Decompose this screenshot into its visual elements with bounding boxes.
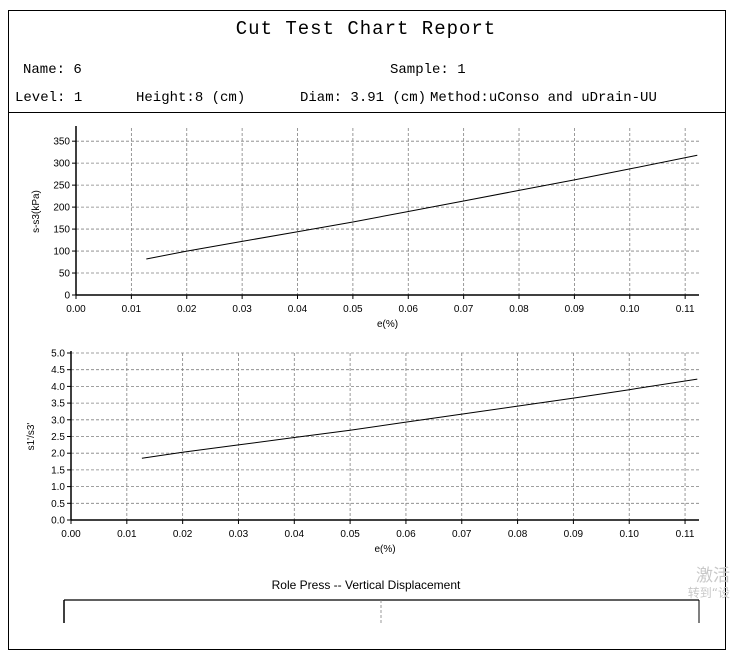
y-tick-label: 0 — [64, 291, 70, 302]
y-tick-label: 2.0 — [51, 449, 65, 460]
x-tick-label: 0.01 — [117, 529, 137, 540]
y-tick-label: 50 — [59, 269, 71, 280]
x-tick-label: 0.02 — [173, 529, 193, 540]
y-tick-label: 250 — [53, 181, 70, 192]
watermark: 激活 转到“设 — [688, 566, 730, 601]
y-tick-label: 350 — [53, 137, 70, 148]
chart-1: 0 50 100 150 200 250 300 350 0.00 0.01 0.02 0.03 0.0… — [31, 126, 699, 330]
name-label: Name: — [23, 62, 66, 78]
y-tick-label: 0.0 — [51, 516, 65, 527]
method-field: Method:uConso and uDrain-UU — [430, 90, 657, 106]
series-line-1 — [141, 378, 698, 459]
diam-label: Diam: — [300, 90, 343, 106]
y-tick-label: 3.5 — [51, 399, 65, 410]
x-tick-label: 0.11 — [676, 529, 695, 540]
x-tick-label: 0.00 — [66, 304, 86, 315]
x-tick-label: 0.07 — [452, 529, 472, 540]
name-field: Name: 6 — [23, 62, 82, 78]
x-tick-label: 0.08 — [508, 529, 528, 540]
height-field: Height:8 (cm) — [136, 90, 245, 106]
y-axis-title: s1'/s3' — [26, 423, 37, 451]
chart-2: 0.0 0.5 1.0 1.5 2.0 2.5 3.0 3.5 4.0 4.5 5.0 0.00 0.0… — [26, 349, 699, 555]
y-tick-label: 150 — [53, 225, 70, 236]
x-tick-label: 0.06 — [399, 304, 419, 315]
height-label: Height: — [136, 90, 195, 106]
x-tick-label: 0.09 — [565, 304, 585, 315]
x-tick-label: 0.10 — [619, 529, 639, 540]
x-axis-title: e(%) — [374, 544, 395, 555]
y-tick-label: 300 — [53, 159, 70, 170]
level-value: 1 — [73, 90, 83, 106]
watermark-line2: 转到“设 — [687, 586, 730, 601]
x-tick-label: 0.10 — [620, 304, 640, 315]
y-tick-label: 4.0 — [51, 382, 65, 393]
x-tick-label: 0.06 — [396, 529, 416, 540]
x-axis-title: e(%) — [377, 319, 398, 330]
watermark-line1: 激活 — [696, 566, 730, 586]
x-tick-label: 0.07 — [454, 304, 474, 315]
x-tick-label: 0.04 — [288, 304, 308, 315]
x-tick-label: 0.03 — [232, 304, 252, 315]
y-tick-label: 4.5 — [51, 365, 65, 376]
level-label: Level: — [15, 90, 66, 106]
x-tick-label: 0.00 — [61, 529, 81, 540]
diam-value: 3.91 (cm) — [350, 90, 427, 106]
sample-label: Sample: — [390, 62, 449, 78]
header-divider — [8, 112, 726, 113]
x-tick-label: 0.01 — [122, 304, 142, 315]
method-value: uConso and uDrain-UU — [488, 90, 657, 106]
y-tick-label: 2.5 — [51, 432, 65, 443]
y-tick-label: 1.5 — [51, 465, 65, 476]
method-label: Method: — [430, 90, 489, 106]
chart-3-title: Role Press -- Vertical Displacement — [272, 578, 461, 592]
x-tick-label: 0.05 — [340, 529, 360, 540]
y-tick-label: 100 — [53, 247, 70, 258]
x-tick-label: 0.09 — [564, 529, 584, 540]
x-tick-label: 0.04 — [285, 529, 305, 540]
series-line-1 — [146, 154, 698, 260]
y-tick-label: 3.0 — [51, 415, 65, 426]
name-value: 6 — [73, 62, 82, 78]
x-tick-label: 0.11 — [676, 304, 695, 315]
x-tick-label: 0.02 — [177, 304, 197, 315]
diam-field: Diam: 3.91 (cm) — [300, 90, 426, 106]
y-tick-label: 5.0 — [51, 349, 65, 360]
level-field: Level: 1 — [15, 90, 82, 106]
x-tick-label: 0.08 — [509, 304, 529, 315]
sample-value: 1 — [457, 62, 466, 78]
height-value: 8 (cm) — [194, 90, 246, 106]
y-tick-label: 0.5 — [51, 499, 65, 510]
report-title: Cut Test Chart Report — [235, 18, 497, 40]
x-tick-label: 0.05 — [343, 304, 363, 315]
y-axis-title: s-s3(kPa) — [31, 190, 42, 233]
y-tick-label: 200 — [53, 203, 70, 214]
sample-field: Sample: 1 — [390, 62, 466, 78]
chart-3: Role Press -- Vertical Displacement — [63, 578, 700, 623]
x-tick-label: 0.03 — [229, 529, 249, 540]
y-tick-label: 1.0 — [51, 482, 65, 493]
